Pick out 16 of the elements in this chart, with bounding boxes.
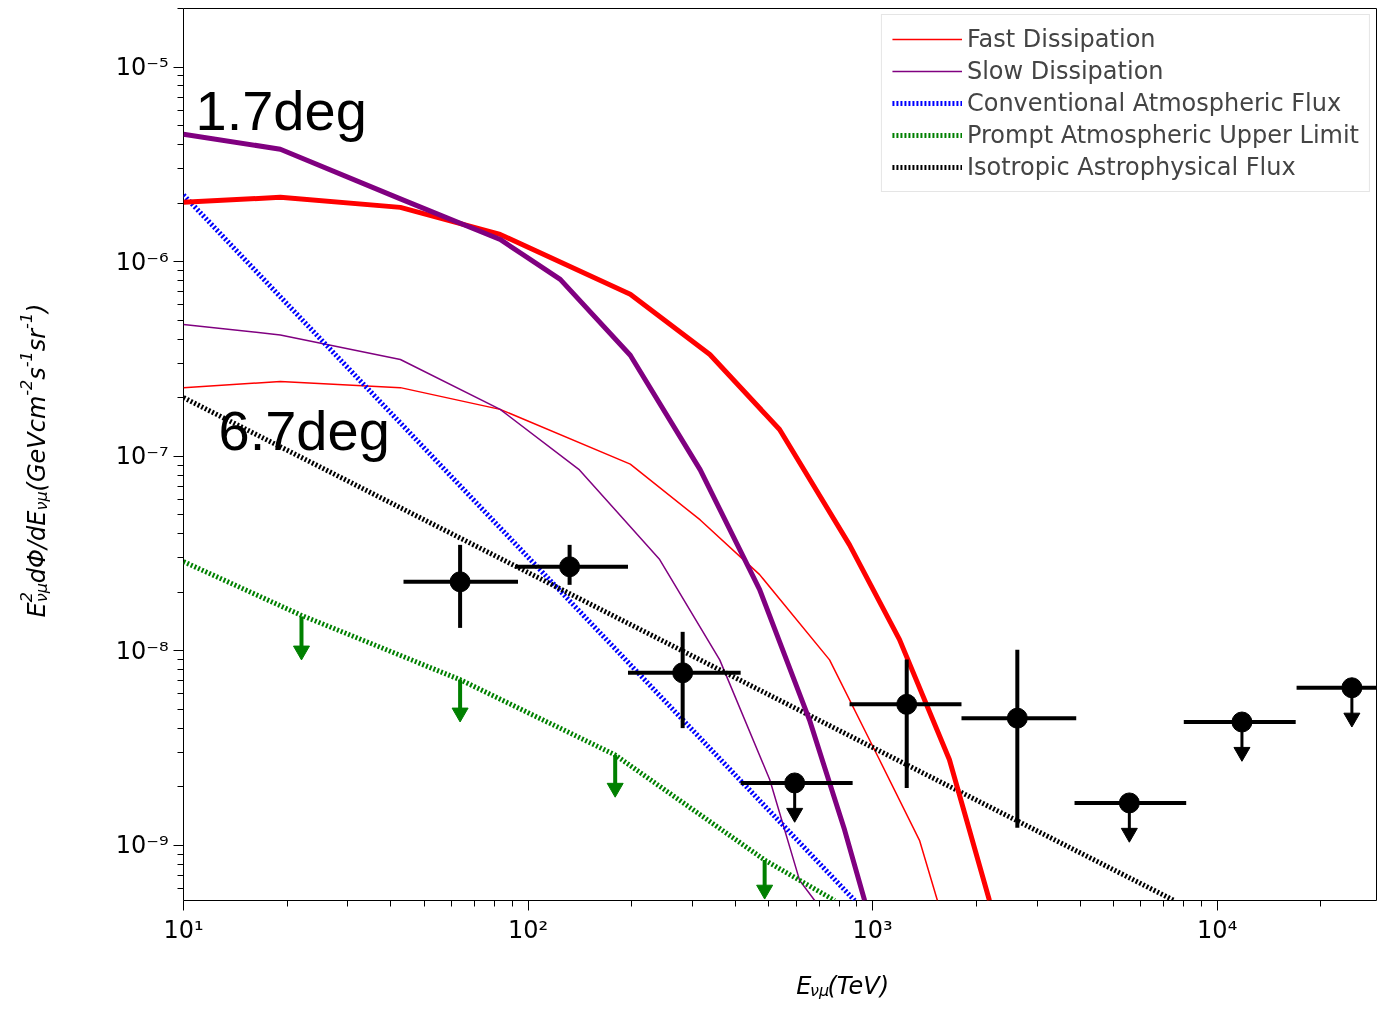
legend-label: Isotropic Astrophysical Flux bbox=[966, 153, 1296, 181]
x-tick-label: 10² bbox=[507, 915, 549, 944]
x-tick-label: 10³ bbox=[852, 915, 893, 944]
annotation: 1.7deg bbox=[195, 79, 367, 142]
y-tick-label: 10⁻⁹ bbox=[115, 831, 169, 860]
legend-label: Conventional Atmospheric Flux bbox=[966, 89, 1342, 117]
x-tick-label: 10¹ bbox=[163, 915, 204, 944]
y-tick-label: 10⁻⁷ bbox=[115, 442, 169, 471]
legend-label: Prompt Atmospheric Upper Limit bbox=[966, 121, 1359, 149]
y-tick-label: 10⁻⁵ bbox=[115, 53, 169, 82]
y-tick-label: 10⁻⁶ bbox=[115, 247, 169, 276]
legend-label: Fast Dissipation bbox=[966, 25, 1156, 53]
legend-label: Slow Dissipation bbox=[966, 57, 1164, 85]
y-tick-label: 10⁻⁸ bbox=[115, 636, 169, 665]
text: E2νμdΦ/dEνμ(GeVcm-2s-1sr-1) bbox=[16, 303, 52, 618]
x-tick-label: 10⁴ bbox=[1197, 915, 1238, 944]
